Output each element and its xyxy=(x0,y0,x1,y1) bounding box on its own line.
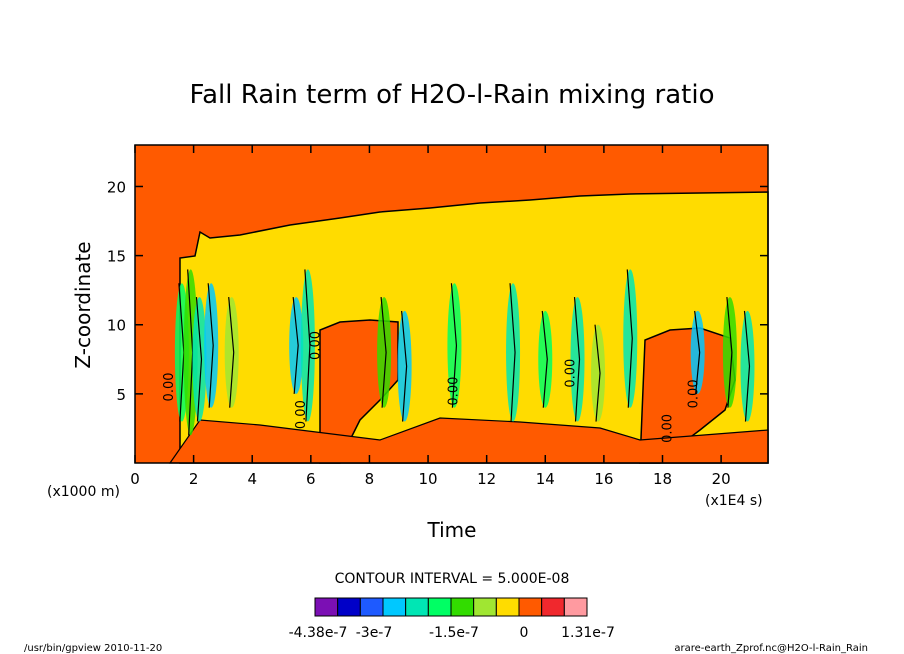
cold-streak xyxy=(570,297,585,422)
x-tick-label: 4 xyxy=(247,470,257,488)
cold-streak xyxy=(397,310,412,422)
contour-label: 0.00 xyxy=(660,414,675,443)
colorbar-cell xyxy=(563,597,588,617)
x-tick-label: 8 xyxy=(365,470,375,488)
colorbar-tick-label: 1.31e-7 xyxy=(561,625,615,641)
x-tick-label: 2 xyxy=(189,470,199,488)
colorbar-cell xyxy=(314,597,339,617)
cold-streak xyxy=(722,297,737,408)
chart-title: Fall Rain term of H2O-l-Rain mixing rati… xyxy=(190,80,715,110)
cold-streak xyxy=(192,297,207,422)
streak-contour xyxy=(694,310,701,394)
contour-interval: CONTOUR INTERVAL = 5.000E-08 xyxy=(335,571,570,587)
streak-contour xyxy=(195,297,203,422)
contour-label: 0.00 xyxy=(564,359,579,388)
y-scale-note: (x1000 m) xyxy=(47,484,120,500)
cold-streak xyxy=(204,283,219,408)
colorbar-cell xyxy=(405,597,429,617)
streak-contour xyxy=(450,283,458,408)
x-tick-label: 14 xyxy=(536,470,555,488)
footer-left: /usr/bin/gpview 2010-11-20 xyxy=(24,643,162,654)
colorbar-cell xyxy=(541,597,565,617)
x-tick-label: 0 xyxy=(130,470,140,488)
colorbar-cell xyxy=(359,597,384,617)
colorbar-cell xyxy=(518,597,543,617)
contour-label: 0.00 xyxy=(294,400,309,429)
streak-contour xyxy=(228,297,235,408)
y-tick-label: 10 xyxy=(107,317,126,335)
colorbar-cell xyxy=(427,597,452,617)
x-tick-label: 16 xyxy=(594,470,613,488)
streak-contour xyxy=(541,310,548,408)
streak-contour xyxy=(304,269,311,422)
y-axis-label: Z-coordinate xyxy=(71,241,95,368)
colorbar-tick-label: 0 xyxy=(520,625,529,641)
contour-labels: 0.00 0.00 0.00 0.00 0.00 0.00 0.00 xyxy=(162,331,702,443)
y-tick-label: 15 xyxy=(107,248,126,266)
x-axis-label: Time xyxy=(427,518,477,542)
colorbar-cell xyxy=(495,597,520,617)
colorbar-tick-label: -1.5e-7 xyxy=(429,625,479,641)
contour-label: 0.00 xyxy=(309,331,324,360)
contour-label: 0.00 xyxy=(446,377,461,406)
cold-streak xyxy=(690,310,705,394)
streak-contour xyxy=(292,297,299,394)
contour-label: 0.00 xyxy=(162,372,177,401)
plot-area: 0.00 0.00 0.00 0.00 0.00 0.00 0.00 xyxy=(134,144,769,464)
streak-contour xyxy=(509,283,516,422)
colorbar-cell xyxy=(337,597,361,617)
x-tick-label: 10 xyxy=(419,470,438,488)
colorbar-cell xyxy=(473,597,497,617)
cold-streak xyxy=(538,310,553,408)
colorbar xyxy=(314,597,588,617)
y-axis: 5 10 15 20 xyxy=(107,178,768,404)
streak-contour xyxy=(594,324,601,422)
streak-contour xyxy=(626,269,633,408)
x-scale-note: (x1E4 s) xyxy=(705,493,763,509)
cold-streak xyxy=(224,297,239,408)
x-tick-label: 20 xyxy=(712,470,731,488)
cold-streak xyxy=(289,297,304,394)
x-tick-label: 12 xyxy=(477,470,496,488)
cold-streaks xyxy=(174,269,755,436)
colorbar-tick-labels: -4.38e-7 -3e-7 -1.5e-7 0 1.31e-7 xyxy=(289,625,615,641)
colorbar-tick-label: -3e-7 xyxy=(356,625,393,641)
x-axis: 0 2 4 6 8 10 12 14 16 18 20 xyxy=(130,145,731,488)
cold-streak xyxy=(623,269,638,408)
colorbar-tick-label: -4.38e-7 xyxy=(289,625,348,641)
cold-streak xyxy=(740,310,755,422)
colorbar-cell xyxy=(450,597,475,617)
y-tick-label: 20 xyxy=(107,178,126,196)
y-tick-label: 5 xyxy=(116,386,126,404)
x-tick-label: 6 xyxy=(306,470,316,488)
streak-contour xyxy=(207,283,214,408)
cold-streak xyxy=(377,297,392,408)
streak-contour xyxy=(726,297,733,408)
cold-streak xyxy=(447,283,462,408)
colorbar-cell xyxy=(382,597,407,617)
footer-right: arare-earth_Zprof.nc@H2O-l-Rain_Rain xyxy=(674,643,868,654)
cold-streak xyxy=(506,283,521,422)
streak-contour xyxy=(401,310,408,422)
streak-contour xyxy=(573,297,581,422)
cold-streak xyxy=(300,269,315,422)
plot-frame xyxy=(134,144,769,464)
cold-streak xyxy=(591,324,606,422)
streak-contour xyxy=(743,310,751,422)
x-tick-label: 18 xyxy=(653,470,672,488)
contour-label: 0.00 xyxy=(687,379,702,408)
streak-contour xyxy=(380,297,387,408)
